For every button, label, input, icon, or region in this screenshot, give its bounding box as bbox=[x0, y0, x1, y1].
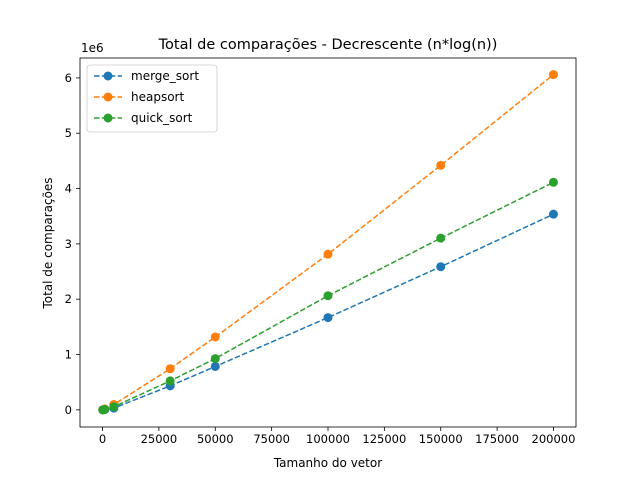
chart-title: Total de comparações - Decrescente (n*lo… bbox=[158, 37, 498, 53]
data-point-quick_sort-1 bbox=[100, 404, 110, 414]
data-point-merge_sort-6 bbox=[436, 262, 446, 272]
x-tick-label: 75000 bbox=[253, 432, 290, 446]
legend-box bbox=[86, 64, 218, 133]
data-point-merge_sort-7 bbox=[548, 209, 558, 219]
data-point-merge_sort-5 bbox=[323, 313, 333, 323]
data-point-quick_sort-2 bbox=[109, 402, 119, 412]
data-point-heapsort-5 bbox=[323, 249, 333, 259]
y-tick-label: 5 bbox=[65, 126, 72, 140]
legend-label-merge_sort: merge_sort bbox=[131, 69, 199, 83]
legend: merge_sort heapsort quick_sort bbox=[86, 64, 218, 133]
data-point-heapsort-4 bbox=[210, 332, 220, 342]
legend-label-quick_sort: quick_sort bbox=[131, 111, 193, 125]
x-tick-label: 50000 bbox=[197, 432, 234, 446]
legend-marker-merge_sort bbox=[103, 71, 113, 81]
data-point-quick_sort-4 bbox=[210, 354, 220, 364]
legend-marker-heapsort bbox=[103, 92, 113, 102]
data-point-heapsort-6 bbox=[436, 160, 446, 170]
y-tick-label: 4 bbox=[65, 182, 72, 196]
y-tick-label: 0 bbox=[65, 403, 72, 417]
x-tick-label: 100000 bbox=[306, 432, 350, 446]
x-tick-label: 175000 bbox=[475, 432, 519, 446]
x-tick-label: 150000 bbox=[419, 432, 463, 446]
axes: 0 25000 50000 75000 100000 125000 150000 175000… bbox=[65, 57, 577, 446]
y-tick-label: 3 bbox=[65, 237, 72, 251]
x-axis-label: Tamanho do vetor bbox=[273, 456, 382, 470]
x-tick-label: 200000 bbox=[532, 432, 576, 446]
data-point-heapsort-7 bbox=[548, 70, 558, 80]
x-tick-label: 0 bbox=[99, 432, 106, 446]
data-point-quick_sort-7 bbox=[548, 177, 558, 187]
y-axis-label: Total de comparações bbox=[41, 177, 55, 309]
y-tick-label: 2 bbox=[65, 292, 72, 306]
data-point-merge_sort-4 bbox=[210, 361, 220, 371]
legend-label-heapsort: heapsort bbox=[131, 90, 184, 104]
x-tick-label: 25000 bbox=[141, 432, 178, 446]
data-point-quick_sort-6 bbox=[436, 233, 446, 243]
plot-area bbox=[98, 70, 558, 415]
data-point-quick_sort-5 bbox=[323, 291, 333, 301]
y-multiplier-label: 1e6 bbox=[81, 41, 104, 55]
data-point-quick_sort-3 bbox=[165, 376, 175, 386]
legend-marker-quick_sort bbox=[103, 113, 113, 123]
data-point-heapsort-3 bbox=[165, 364, 175, 374]
y-tick-label: 1 bbox=[65, 348, 72, 362]
x-tick-label: 125000 bbox=[362, 432, 406, 446]
y-tick-label: 6 bbox=[65, 71, 72, 85]
